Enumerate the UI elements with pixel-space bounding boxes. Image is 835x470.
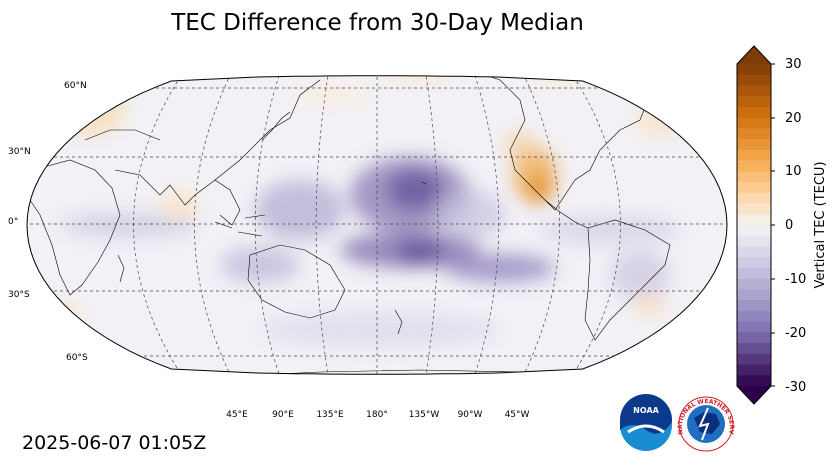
colorbar-segment: [737, 225, 771, 237]
lat-label-30n: 30°N: [8, 147, 31, 157]
tec-field: [27, 51, 727, 375]
colorbar-segment: [737, 128, 771, 140]
lat-label-0: 0°: [8, 217, 18, 227]
colorbar-segment: [737, 289, 771, 301]
colorbar-tick: -20: [785, 326, 806, 341]
colorbar-segment: [737, 171, 771, 183]
anomaly-region: [540, 215, 680, 245]
colorbar-segment: [737, 96, 771, 108]
colorbar-extend-low: [737, 386, 771, 404]
colorbar-segment: [737, 375, 771, 387]
lon-label-135e: 135°E: [316, 410, 344, 420]
timestamp: 2025-06-07 01:05Z: [22, 432, 207, 454]
meridian: [194, 75, 246, 375]
anomaly-region: [505, 130, 535, 160]
anomaly-region: [55, 85, 125, 135]
colorbar-segment: [737, 117, 771, 129]
anomaly-region: [260, 312, 500, 348]
lon-label-90e: 90°E: [272, 410, 294, 420]
lat-label-30s: 30°S: [8, 290, 30, 300]
anomaly-region: [632, 295, 668, 315]
colorbar-segment: [737, 64, 771, 76]
colorbar-segment: [737, 332, 771, 344]
colorbar-segment: [737, 106, 771, 119]
colorbar-segment: [737, 160, 771, 172]
colorbar-segment: [737, 192, 771, 205]
chart-title: TEC Difference from 30-Day Median: [171, 10, 584, 36]
globe-outline: [26, 75, 728, 375]
colorbar: [736, 45, 775, 405]
colorbar-tick: -10: [785, 272, 806, 287]
noaa-logo-text: NOAA: [633, 406, 659, 415]
colorbar-segment: [737, 300, 771, 312]
colorbar-segment: [737, 353, 771, 366]
colorbar-segment: [737, 214, 771, 226]
colorbar-segment: [737, 267, 771, 280]
colorbar-segment: [737, 149, 771, 162]
globe: [26, 51, 728, 375]
anomaly-region: [445, 254, 555, 282]
colorbar-segment: [737, 139, 771, 151]
colorbar-segment: [737, 74, 771, 86]
colorbar-tick: -30: [785, 380, 806, 395]
colorbar-tick: 10: [785, 164, 802, 179]
anomaly-region: [528, 176, 552, 204]
lon-label-45w: 45°W: [505, 410, 530, 420]
anomaly-region: [215, 51, 285, 69]
lat-label-60s: 60°S: [66, 353, 88, 363]
anomaly-region: [255, 180, 345, 240]
lat-label-60n: 60°N: [64, 81, 87, 91]
anomaly-region: [610, 250, 670, 300]
anomaly-region: [160, 190, 200, 220]
meridian: [133, 75, 202, 375]
colorbar-segment: [737, 85, 771, 97]
meridian: [254, 75, 290, 375]
noaa-logo: NOAA: [620, 394, 672, 451]
colorbar-segment: [737, 321, 771, 333]
colorbar-segment: [737, 364, 771, 376]
lon-label-180: 180°: [366, 410, 388, 420]
colorbar-segment: [737, 203, 771, 215]
anomaly-region: [60, 213, 200, 237]
anomaly-region: [220, 247, 300, 283]
meridian: [508, 75, 560, 375]
anomaly-region: [380, 75, 460, 82]
anomaly-region: [530, 75, 590, 85]
anomaly-region: [387, 170, 443, 210]
colorbar-segment: [737, 182, 771, 194]
colorbar-tick: 20: [785, 111, 802, 126]
colorbar-tick: 0: [785, 218, 793, 233]
colorbar-segment: [737, 310, 771, 323]
colorbar-label: Vertical TEC (TECU): [813, 161, 828, 288]
lon-label-45e: 45°E: [226, 410, 248, 420]
lon-label-135w: 135°W: [409, 410, 440, 420]
colorbar-segment: [737, 246, 771, 258]
colorbar-segment: [737, 343, 771, 355]
colorbar-segment: [737, 257, 771, 269]
colorbar-segment: [737, 278, 771, 290]
colorbar-tick: 30: [785, 57, 802, 72]
meridian: [464, 75, 500, 375]
meridian: [552, 75, 621, 375]
colorbar-extend-high: [737, 46, 771, 64]
colorbar-segment: [737, 235, 771, 247]
lon-label-90w: 90°W: [458, 410, 483, 420]
anomaly-region: [395, 242, 445, 262]
anomaly-region: [435, 190, 505, 240]
anomaly-region: [290, 85, 370, 105]
